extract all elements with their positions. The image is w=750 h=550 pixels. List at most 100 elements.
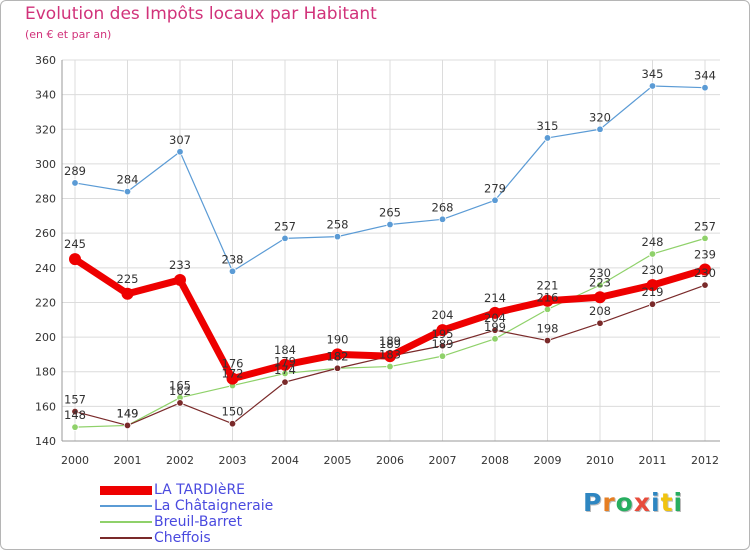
- y-tick-label: 320: [35, 123, 56, 136]
- data-label: 157: [64, 393, 86, 407]
- legend-item: Cheffois: [100, 530, 360, 546]
- x-tick-label: 2002: [166, 454, 194, 467]
- data-point: [279, 358, 291, 371]
- data-label: 265: [379, 206, 401, 220]
- x-tick-label: 2006: [376, 454, 404, 467]
- data-label: 238: [222, 252, 244, 266]
- x-tick-label: 2000: [61, 454, 89, 467]
- data-label: 148: [64, 408, 86, 422]
- data-point: [648, 82, 657, 90]
- data-point: [123, 421, 132, 430]
- data-label: 150: [222, 405, 244, 419]
- data-point: [71, 423, 79, 431]
- data-point: [331, 348, 344, 361]
- y-tick-label: 360: [35, 54, 56, 67]
- data-label: 198: [537, 322, 559, 336]
- data-label: 149: [117, 406, 139, 420]
- data-point: [69, 253, 81, 266]
- data-point: [228, 419, 237, 428]
- data-label: 258: [327, 218, 349, 232]
- y-tick-label: 300: [35, 158, 56, 171]
- y-tick-label: 180: [35, 366, 56, 379]
- data-point: [594, 291, 606, 304]
- chart-subtitle: (en € et par an): [25, 28, 112, 41]
- y-tick-label: 260: [35, 227, 56, 240]
- data-label: 219: [642, 285, 664, 299]
- data-point: [333, 364, 342, 372]
- data-label: 182: [327, 349, 349, 363]
- data-point: [226, 372, 239, 385]
- x-tick-label: 2011: [639, 454, 667, 467]
- legend-label: Cheffois: [154, 530, 211, 546]
- legend-swatch: [100, 485, 152, 495]
- data-point: [438, 342, 447, 350]
- data-point: [386, 220, 394, 229]
- data-point: [436, 324, 449, 337]
- logo-letter: P: [583, 488, 603, 517]
- data-label: 190: [327, 332, 349, 346]
- data-point: [596, 281, 604, 289]
- data-point: [491, 335, 499, 343]
- data-label: 162: [169, 384, 191, 398]
- data-point: [648, 250, 657, 258]
- legend-label: Breuil-Barret: [154, 514, 243, 530]
- x-tick-label: 2010: [586, 454, 614, 467]
- y-tick-label: 280: [35, 193, 56, 206]
- data-label: 165: [169, 379, 191, 393]
- logo-letter: r: [602, 488, 616, 517]
- legend-swatch: [100, 505, 152, 507]
- legend-item: La Châtaigneraie: [100, 498, 360, 514]
- data-label: 179: [274, 354, 296, 368]
- data-label: 279: [484, 181, 506, 195]
- x-tick-label: 2007: [429, 454, 457, 467]
- data-point: [646, 279, 659, 292]
- data-label: 204: [432, 308, 454, 322]
- data-label: 189: [379, 337, 401, 351]
- data-label: 344: [694, 69, 716, 83]
- data-label: 239: [694, 248, 716, 262]
- x-tick-label: 2005: [324, 454, 352, 467]
- data-label: 172: [222, 367, 244, 381]
- data-point: [121, 287, 134, 300]
- x-tick-label: 2008: [481, 454, 509, 467]
- data-label: 216: [537, 290, 559, 304]
- data-label: 284: [117, 173, 139, 187]
- data-point: [596, 319, 604, 327]
- data-point: [491, 326, 499, 334]
- y-tick-label: 200: [35, 331, 56, 344]
- data-point: [281, 234, 289, 243]
- data-point: [228, 267, 237, 275]
- data-point: [384, 350, 396, 363]
- data-point: [438, 352, 447, 360]
- x-tick-label: 2012: [691, 454, 719, 467]
- data-point: [543, 134, 552, 142]
- data-point: [489, 306, 501, 319]
- data-point: [491, 196, 499, 204]
- y-tick-label: 240: [35, 262, 56, 275]
- logo-letter: x: [633, 488, 651, 517]
- legend-swatch: [100, 537, 152, 539]
- data-label: 182: [327, 349, 349, 363]
- proxiti-logo: Proxiti: [583, 488, 683, 517]
- data-label: 320: [589, 110, 611, 124]
- y-tick-label: 340: [35, 89, 56, 102]
- data-label: 221: [537, 279, 559, 293]
- data-label: 307: [169, 133, 191, 147]
- line-chart: 140 160 180 200 220 240 260 280 300 320 340 360 2000…: [35, 54, 720, 467]
- chart-legend: LA TARDIèRE La Châtaigneraie Breuil-Barret…: [100, 482, 360, 546]
- y-tick-label: 160: [35, 400, 56, 413]
- data-point: [123, 187, 132, 196]
- data-label: 257: [274, 219, 296, 233]
- data-label: 345: [642, 67, 664, 81]
- x-tick-label: 2003: [219, 454, 247, 467]
- logo-letter: o: [615, 488, 634, 517]
- data-point: [596, 125, 604, 133]
- legend-label: LA TARDIèRE: [154, 482, 246, 498]
- data-label: 195: [432, 327, 454, 341]
- data-point: [543, 305, 552, 314]
- data-label: 245: [64, 237, 86, 251]
- data-point: [71, 407, 79, 416]
- data-label: 174: [274, 363, 296, 377]
- data-point: [438, 215, 447, 224]
- logo-letter: i: [673, 488, 684, 517]
